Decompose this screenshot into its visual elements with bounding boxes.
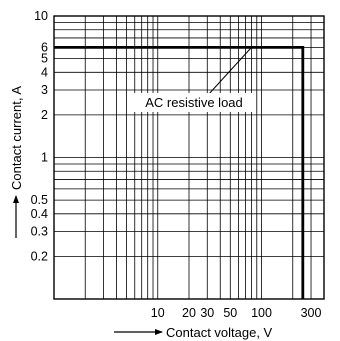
x-tick-label: 100: [251, 306, 272, 320]
annotation-leader-line: [207, 47, 252, 96]
y-tick-label: 3: [41, 83, 48, 97]
y-tick-label: 1: [41, 151, 48, 165]
x-tick-label: 30: [200, 306, 214, 320]
plot-frame: [53, 15, 325, 300]
series-line: [54, 45, 305, 299]
annotation-label: AC resistive load: [145, 95, 243, 110]
x-tick-label: 10: [151, 306, 165, 320]
x-tick-label: 50: [223, 306, 237, 320]
annotation-background: [134, 93, 254, 112]
y-tick-label: 2: [41, 108, 48, 122]
y-tick-label: 0.3: [31, 224, 48, 238]
y-axis-label: Contact current, A: [9, 86, 24, 190]
x-tick-label: 300: [301, 306, 322, 320]
y-tick-label: 0.2: [31, 249, 48, 263]
y-tick-label: 10: [34, 9, 48, 23]
y-tick-label: 4: [41, 65, 48, 79]
y-tick-label: 6: [41, 40, 48, 54]
y-tick-label: 0.4: [31, 207, 48, 221]
x-axis-label: Contact voltage, V: [166, 325, 273, 340]
y-tick-labels: 10 654 3 2 1 0.50.4 0.3 0.2: [31, 9, 48, 263]
x-tick-label: 20: [182, 306, 196, 320]
y-tick-label: 5: [41, 52, 48, 66]
y-tick-label: 0.5: [31, 193, 48, 207]
series-group: [54, 45, 305, 299]
x-tick-labels: 10 20 30 50 100 300: [151, 306, 322, 320]
